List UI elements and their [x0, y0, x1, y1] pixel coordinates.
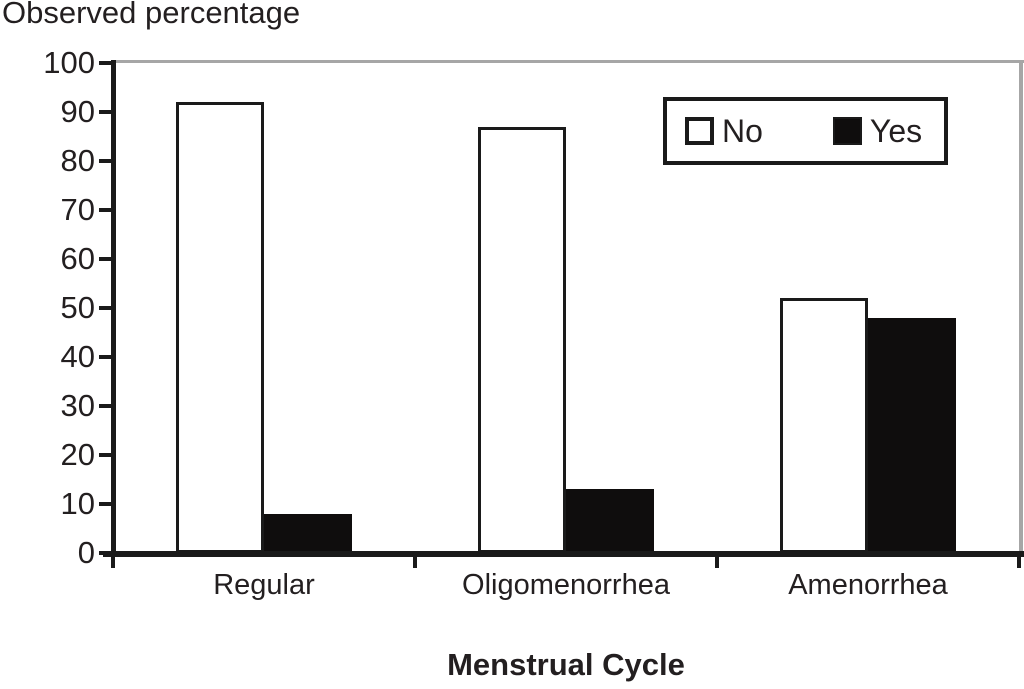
y-tick-label: 60 — [60, 241, 95, 276]
y-tick-label: 90 — [60, 94, 95, 129]
x-axis-tick-label: Oligomenorrhea — [462, 569, 670, 601]
x-axis-tick-label: Amenorrhea — [788, 569, 948, 601]
x-tick — [111, 555, 115, 568]
bar-no-amenorrhea — [780, 298, 868, 553]
y-tick — [99, 159, 112, 163]
y-tick — [99, 306, 112, 310]
y-tick — [99, 404, 112, 408]
y-tick-label: 30 — [60, 388, 95, 423]
y-tick-label: 50 — [60, 290, 95, 325]
y-tick — [99, 61, 112, 65]
legend-swatch-no-icon — [685, 117, 714, 145]
bar-no-regular — [176, 102, 264, 553]
plot-frame-right-line — [1019, 60, 1023, 554]
y-tick — [99, 208, 112, 212]
y-tick — [99, 110, 112, 114]
x-tick — [1017, 555, 1021, 568]
y-axis-line — [111, 60, 116, 557]
y-tick-label: 70 — [60, 192, 95, 227]
legend-label-no: No — [722, 113, 763, 149]
y-tick-label: 80 — [60, 143, 95, 178]
bar-yes-amenorrhea — [868, 317, 956, 553]
bar-yes-oligomenorrhea — [566, 489, 654, 553]
y-tick — [99, 355, 112, 359]
y-tick-label: 20 — [60, 437, 95, 472]
y-tick-label: 0 — [77, 535, 95, 570]
y-axis-title: Observed percentage — [2, 0, 301, 30]
y-tick — [99, 257, 112, 261]
legend-label-yes: Yes — [869, 113, 923, 149]
legend-swatch-yes-icon — [832, 117, 862, 145]
bar-yes-regular — [264, 513, 352, 553]
bar-no-oligomenorrhea — [478, 126, 566, 553]
x-tick — [413, 555, 417, 568]
x-tick — [715, 555, 719, 568]
y-tick-label: 40 — [60, 339, 95, 374]
y-tick-label: 100 — [43, 45, 95, 80]
x-axis-tick-label: Regular — [213, 569, 315, 601]
y-tick — [99, 502, 112, 506]
x-axis-line — [103, 551, 1024, 557]
x-axis-title: Menstrual Cycle — [447, 647, 685, 682]
legend-item-no: No — [685, 115, 763, 147]
legend: No Yes — [663, 97, 948, 165]
plot-frame-top-line — [113, 60, 1024, 63]
legend-item-yes: Yes — [832, 113, 923, 149]
plot-area: 0 10 20 30 40 50 60 70 80 90 100 Regular Oligomenorr… — [43, 45, 1021, 601]
y-tick — [99, 453, 112, 457]
y-tick-label: 10 — [60, 486, 95, 521]
